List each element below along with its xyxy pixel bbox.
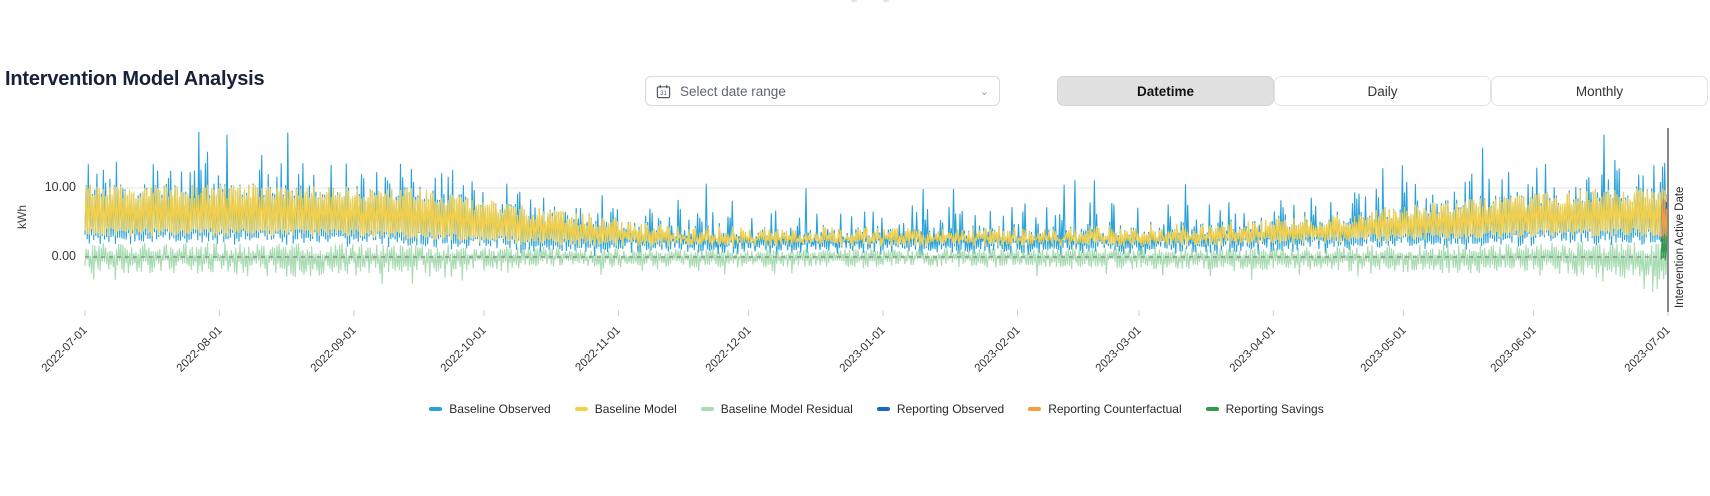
- legend-swatch-icon: [574, 407, 588, 411]
- x-tick-label: 2022-12-01: [703, 324, 754, 375]
- x-tick-label: 2023-05-01: [1358, 324, 1409, 375]
- x-tick-label: 2023-06-01: [1488, 324, 1539, 375]
- tab-datetime[interactable]: Datetime: [1057, 76, 1274, 106]
- legend-item-baseline-model[interactable]: Baseline Model: [574, 402, 677, 416]
- legend-label: Baseline Model: [594, 402, 677, 416]
- legend-item-reporting-observed[interactable]: Reporting Observed: [876, 402, 1005, 416]
- x-tick-label: 2022-11-01: [573, 324, 624, 375]
- svg-text:31: 31: [660, 89, 667, 96]
- clipped-element-fragment: [883, 0, 889, 2]
- x-tick-label: 2022-10-01: [438, 324, 489, 375]
- legend-label: Reporting Savings: [1225, 402, 1324, 416]
- legend-item-reporting-counterfactual[interactable]: Reporting Counterfactual: [1028, 402, 1182, 416]
- x-tick-label: 2023-02-01: [972, 324, 1023, 375]
- x-tick-label: 2022-09-01: [308, 324, 359, 375]
- legend-swatch-icon: [1028, 407, 1042, 411]
- y-axis-title: kWh: [15, 205, 29, 229]
- clipped-element-fragment: [851, 0, 857, 2]
- legend-swatch-icon: [429, 407, 443, 411]
- chevron-down-icon: ⌄: [979, 85, 989, 98]
- legend-swatch-icon: [700, 407, 714, 411]
- tab-daily[interactable]: Daily: [1274, 76, 1491, 106]
- page-title: Intervention Model Analysis: [5, 68, 265, 90]
- y-tick-label: 10.00: [44, 180, 76, 194]
- tab-monthly[interactable]: Monthly: [1491, 76, 1708, 106]
- legend-swatch-icon: [876, 407, 890, 411]
- x-tick-label: 2022-08-01: [174, 324, 225, 375]
- date-range-placeholder: Select date range: [680, 83, 786, 99]
- x-tick-label: 2023-07-01: [1622, 324, 1673, 375]
- legend-swatch-icon: [1205, 407, 1219, 411]
- chart-plot-area[interactable]: [85, 120, 1668, 316]
- legend-label: Baseline Model Residual: [720, 402, 853, 416]
- x-tick-label: 2022-07-01: [39, 324, 90, 375]
- legend-item-baseline-observed[interactable]: Baseline Observed: [429, 402, 551, 416]
- legend-label: Reporting Observed: [896, 402, 1005, 416]
- chart-legend: Baseline Observed Baseline Model Baseline …: [85, 402, 1668, 416]
- x-tick-label: 2023-01-01: [837, 324, 888, 375]
- legend-label: Baseline Observed: [449, 402, 551, 416]
- x-tick-label: 2023-03-01: [1093, 324, 1144, 375]
- date-range-select[interactable]: 31 Select date range ⌄: [645, 76, 1000, 106]
- legend-item-baseline-model-residual[interactable]: Baseline Model Residual: [700, 402, 853, 416]
- calendar-icon: 31: [656, 84, 671, 98]
- y-tick-label: 0.00: [51, 249, 76, 263]
- x-tick-label: 2023-04-01: [1228, 324, 1279, 375]
- intervention-active-date-label: Intervention Active Date: [1674, 186, 1686, 308]
- legend-item-reporting-savings[interactable]: Reporting Savings: [1205, 402, 1324, 416]
- legend-label: Reporting Counterfactual: [1048, 402, 1182, 416]
